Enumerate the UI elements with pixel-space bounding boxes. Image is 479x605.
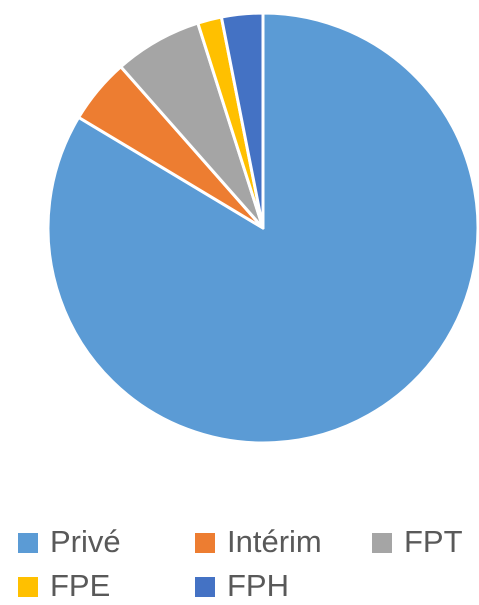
legend-swatch	[195, 577, 215, 597]
legend-swatch	[372, 533, 392, 553]
legend-label: Privé	[50, 524, 121, 559]
legend-label: FPE	[50, 568, 110, 603]
legend-label: FPT	[404, 524, 463, 559]
legend-label: FPH	[227, 568, 289, 603]
legend-label: Intérim	[227, 524, 322, 559]
legend-swatch	[18, 533, 38, 553]
legend-swatch	[195, 533, 215, 553]
pie-slice	[219, 11, 265, 230]
legend-swatch	[18, 577, 38, 597]
